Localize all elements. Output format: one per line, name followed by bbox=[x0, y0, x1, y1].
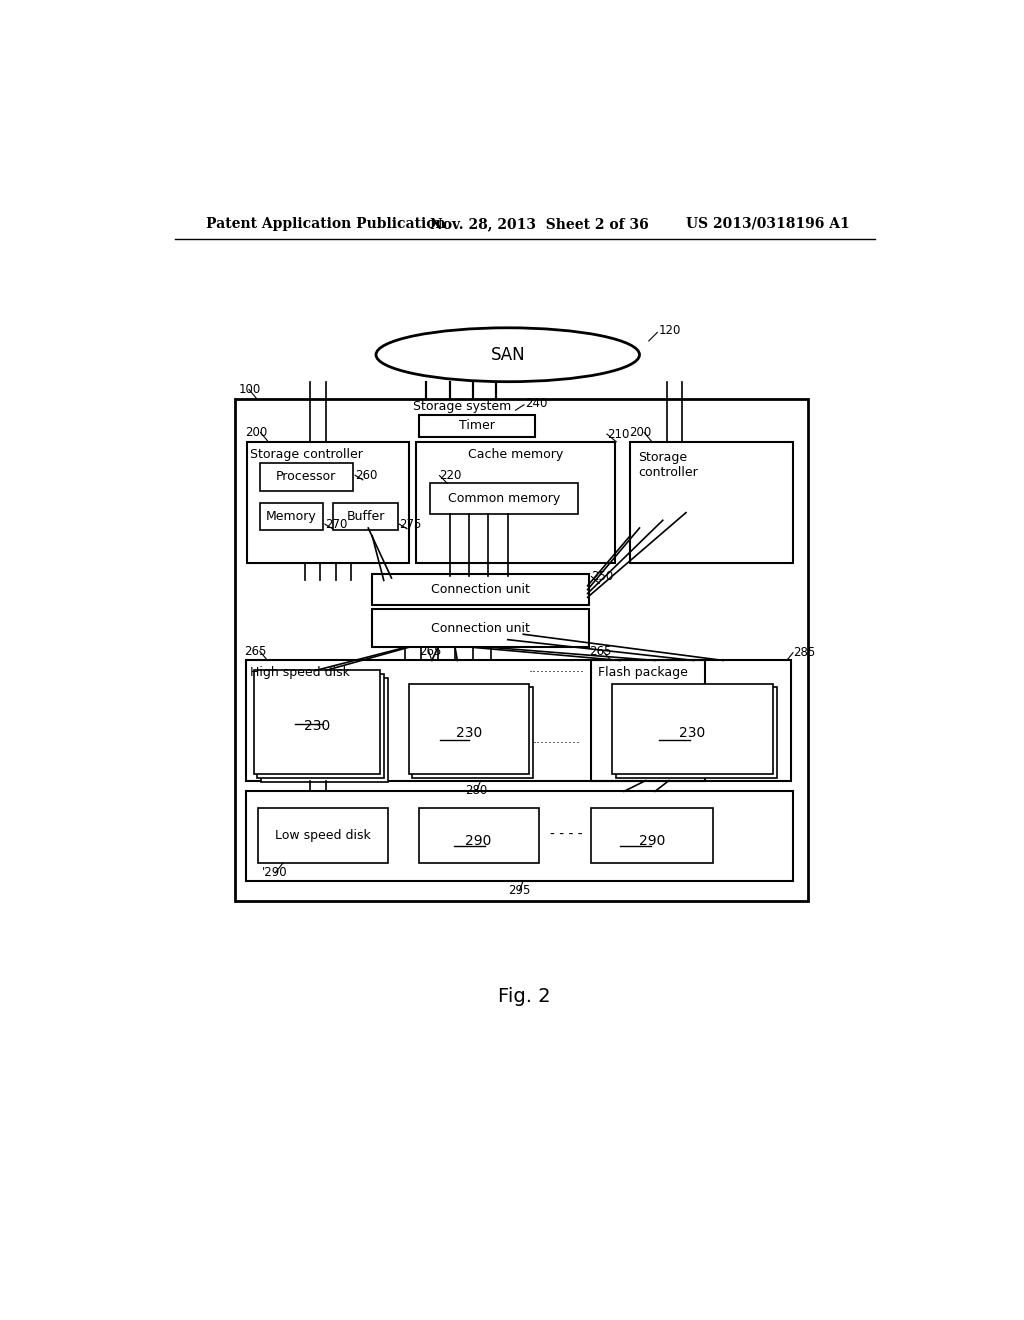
Text: 200: 200 bbox=[629, 426, 651, 440]
Bar bbox=[612, 684, 773, 775]
Text: 295: 295 bbox=[508, 884, 530, 898]
Bar bbox=[616, 688, 776, 779]
Text: '290: '290 bbox=[262, 866, 288, 879]
Bar bbox=[247, 442, 409, 562]
Text: 250: 250 bbox=[592, 570, 613, 583]
Bar bbox=[260, 503, 324, 531]
Text: 260: 260 bbox=[355, 469, 378, 482]
Bar bbox=[409, 684, 529, 775]
Text: 200: 200 bbox=[245, 426, 267, 440]
Bar bbox=[419, 808, 539, 863]
Text: 290: 290 bbox=[466, 834, 492, 849]
Text: Processor: Processor bbox=[276, 470, 336, 483]
Text: High speed disk: High speed disk bbox=[250, 667, 349, 680]
Bar bbox=[257, 675, 384, 779]
Bar bbox=[246, 792, 793, 880]
Text: - - - -: - - - - bbox=[550, 828, 583, 841]
Text: Patent Application Publication: Patent Application Publication bbox=[206, 216, 445, 231]
Text: 230: 230 bbox=[680, 726, 706, 739]
Text: 270: 270 bbox=[325, 517, 347, 531]
Text: 275: 275 bbox=[399, 517, 422, 531]
Bar bbox=[417, 442, 614, 562]
Text: 220: 220 bbox=[439, 469, 462, 482]
Text: 290: 290 bbox=[639, 834, 666, 849]
Text: ..............: .............. bbox=[528, 661, 585, 675]
Text: 285: 285 bbox=[793, 647, 815, 659]
Text: Memory: Memory bbox=[266, 511, 316, 523]
Bar bbox=[592, 808, 713, 863]
Bar bbox=[246, 660, 706, 780]
Bar bbox=[334, 503, 397, 531]
Text: Storage system: Storage system bbox=[414, 400, 511, 413]
Text: Cache memory: Cache memory bbox=[468, 449, 563, 462]
Text: 100: 100 bbox=[239, 383, 261, 396]
Bar bbox=[234, 399, 809, 902]
Text: SAN: SAN bbox=[490, 346, 525, 364]
Text: 120: 120 bbox=[658, 323, 681, 337]
Text: Connection unit: Connection unit bbox=[431, 583, 530, 597]
Bar bbox=[419, 414, 535, 437]
Text: Common memory: Common memory bbox=[447, 492, 560, 506]
Text: Flash package: Flash package bbox=[598, 667, 687, 680]
Text: 230: 230 bbox=[303, 719, 330, 734]
Text: Timer: Timer bbox=[459, 420, 495, 433]
Text: 210: 210 bbox=[607, 428, 630, 441]
Text: Storage controller: Storage controller bbox=[251, 447, 364, 461]
Bar bbox=[258, 808, 388, 863]
Text: Fig. 2: Fig. 2 bbox=[499, 986, 551, 1006]
Text: Connection unit: Connection unit bbox=[431, 622, 530, 635]
Bar bbox=[254, 671, 380, 775]
Text: 265: 265 bbox=[245, 644, 266, 657]
Bar bbox=[630, 442, 793, 562]
Bar bbox=[413, 688, 534, 779]
Text: Nov. 28, 2013  Sheet 2 of 36: Nov. 28, 2013 Sheet 2 of 36 bbox=[430, 216, 649, 231]
Text: Low speed disk: Low speed disk bbox=[275, 829, 371, 842]
Text: 265: 265 bbox=[419, 644, 441, 657]
Text: 280: 280 bbox=[466, 784, 487, 797]
Bar bbox=[592, 660, 791, 780]
Text: 240: 240 bbox=[525, 397, 548, 409]
Bar bbox=[261, 678, 388, 781]
Text: ............: ............ bbox=[532, 733, 581, 746]
Bar bbox=[430, 483, 578, 515]
Bar bbox=[372, 574, 589, 605]
Text: Buffer: Buffer bbox=[346, 511, 385, 523]
Text: 230: 230 bbox=[456, 726, 482, 739]
Bar bbox=[372, 609, 589, 647]
Bar bbox=[260, 462, 352, 491]
Text: 265: 265 bbox=[589, 644, 611, 657]
Text: Storage
controller: Storage controller bbox=[638, 451, 697, 479]
Text: US 2013/0318196 A1: US 2013/0318196 A1 bbox=[686, 216, 850, 231]
